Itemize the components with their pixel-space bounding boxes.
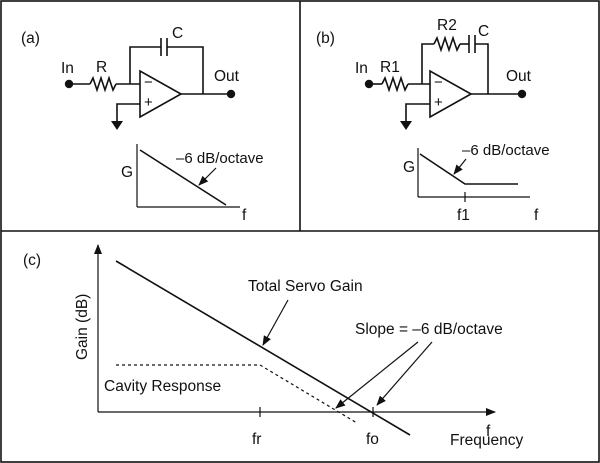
panel-a-input-label: In (61, 60, 74, 77)
panel-c-total-gain-label: Total Servo Gain (248, 278, 363, 295)
panel-b-output-label: Out (506, 68, 532, 85)
panel-b-input-label: In (355, 60, 368, 77)
panel-a-ground-wire (116, 103, 140, 121)
panel-b-graph-corner-tick-label: f1 (457, 207, 470, 224)
panel-c-total-gain-line (115, 260, 411, 436)
panel-b-graph-slope-label: –6 dB/octave (462, 142, 550, 159)
panel-a-graph-slope-label: –6 dB/octave (176, 150, 264, 167)
panel-c-cavity-label: Cavity Response (104, 378, 221, 395)
panel-b-resistor2 (433, 35, 461, 53)
panel-b-graph-x-label: f (534, 207, 539, 224)
panel-b-resistor1 (381, 75, 409, 93)
panel-b-minus-sign: − (434, 74, 443, 91)
panel-a-ground-icon (111, 121, 123, 130)
panel-a-feedback-right (167, 46, 204, 94)
panel-c-x-axis-end-label: f (486, 423, 491, 440)
panel-c-total-gain-arrow (262, 299, 289, 346)
panel-b-graph-slope-arrow (453, 158, 467, 175)
panel-b-resistor2-label: R2 (437, 17, 457, 34)
panel-a-capacitor-label: C (172, 25, 183, 42)
panel-c: (c) Gain (dB) Frequency f fr fo Total Se… (23, 244, 523, 449)
panel-c-tick-fo-label: fo (366, 431, 379, 448)
panel-c-x-axis-label: Frequency (450, 432, 523, 449)
panel-c-slope-arrow-cavity (335, 341, 419, 409)
panel-c-slope-label: Slope = –6 dB/octave (355, 321, 503, 338)
panel-b-output-terminal (517, 89, 527, 99)
panel-a-minus-sign: − (144, 74, 153, 91)
panel-a-resistor (89, 75, 117, 93)
panel-c-tick-fr-label: fr (252, 431, 261, 448)
panel-b-feedback-right (475, 43, 489, 94)
panel-b-ground-wire (405, 103, 430, 121)
panel-a-graph-slope-arrow (198, 167, 217, 186)
panel-a: (a) In R C − + Out G f –6 dB/octave (21, 25, 264, 224)
panel-b-ground-icon (400, 121, 412, 130)
panel-b-plus-sign: + (434, 94, 443, 111)
panel-a-plus-sign: + (144, 94, 153, 111)
panel-c-y-axis-label: Gain (dB) (74, 294, 91, 360)
panel-a-output-terminal (226, 89, 236, 99)
panel-a-graph-slope-line (139, 149, 227, 206)
panel-b-capacitor-label: C (478, 23, 489, 40)
panel-a-feedback-left (129, 46, 161, 84)
panel-a-resistor-label: R (96, 59, 107, 76)
panel-a-opamp (139, 69, 183, 119)
panel-a-tag: (a) (21, 30, 40, 47)
panel-b-feedback-left (421, 43, 434, 84)
panel-c-cavity-response-line (116, 364, 358, 424)
panel-b: (b) In R1 R2 C − + Out G f (316, 17, 550, 224)
panel-c-tag: (c) (23, 252, 41, 269)
panel-b-opamp (429, 69, 473, 119)
panel-a-graph-x-label: f (242, 207, 247, 224)
panel-c-slope-arrow-total (376, 341, 433, 406)
panel-b-tag: (b) (316, 30, 335, 47)
panel-a-output-label: Out (214, 68, 240, 85)
panel-b-resistor1-label: R1 (380, 59, 400, 76)
panel-b-graph-response-line (419, 153, 518, 185)
panel-b-graph-y-label: G (403, 159, 415, 176)
panel-a-graph-y-label: G (121, 164, 133, 181)
